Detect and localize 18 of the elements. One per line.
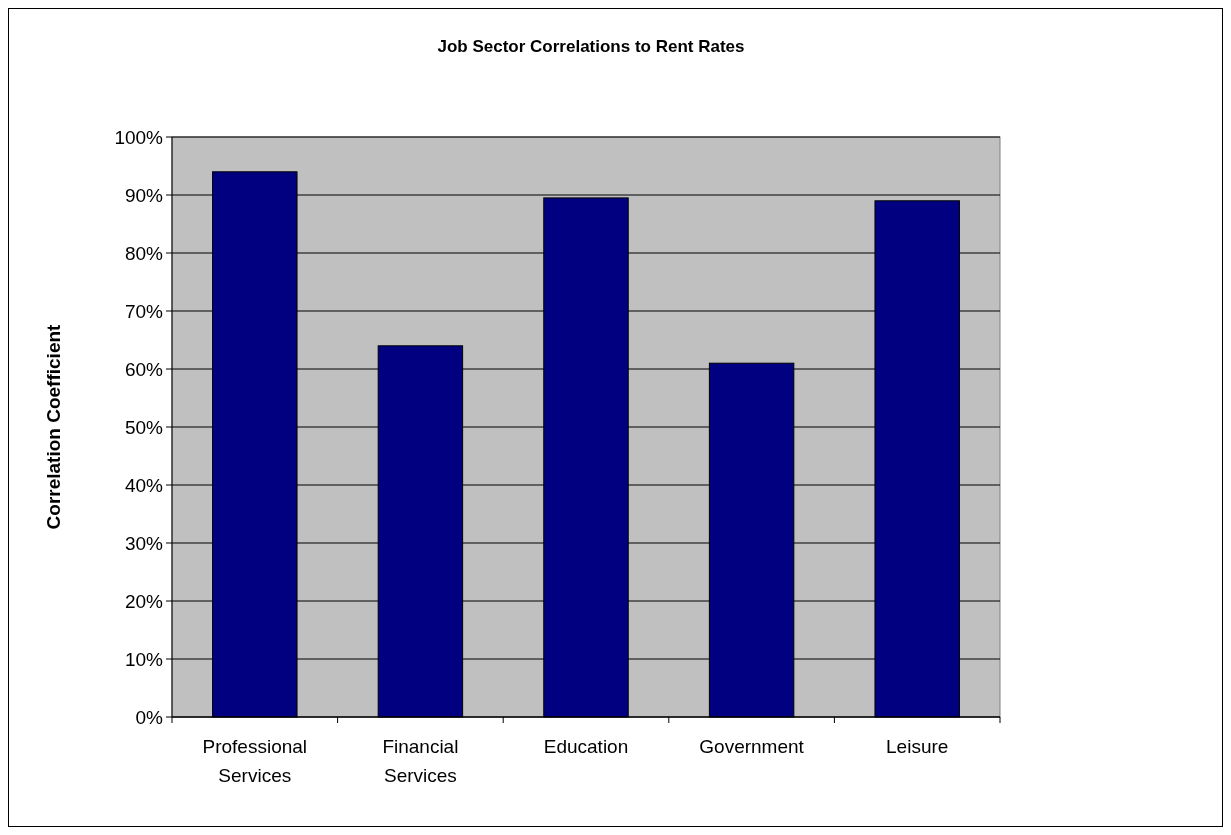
y-tick-label: 0% xyxy=(135,706,164,728)
y-tick-label: 100% xyxy=(114,126,164,148)
y-tick-label: 50% xyxy=(124,416,164,438)
x-tick-label: Government xyxy=(699,736,805,757)
y-tick-label: 70% xyxy=(124,300,164,322)
x-tick-label: Professional Services xyxy=(202,736,308,786)
y-tick-label: 80% xyxy=(124,242,164,264)
y-tick-label: 40% xyxy=(124,474,164,496)
y-tick-label: 10% xyxy=(124,648,164,670)
x-tick-label: Leisure xyxy=(886,736,949,757)
chart-title: Job Sector Correlations to Rent Rates xyxy=(437,37,745,56)
y-tick-label: 30% xyxy=(124,532,164,554)
y-tick-label: 60% xyxy=(124,358,164,380)
y-axis-title: Correlation Coefficient xyxy=(43,323,64,530)
x-tick-label: Education xyxy=(543,736,629,757)
y-tick-label: 20% xyxy=(124,590,164,612)
x-tick-label: Financial Services xyxy=(382,736,459,786)
y-tick-label: 90% xyxy=(124,184,164,206)
